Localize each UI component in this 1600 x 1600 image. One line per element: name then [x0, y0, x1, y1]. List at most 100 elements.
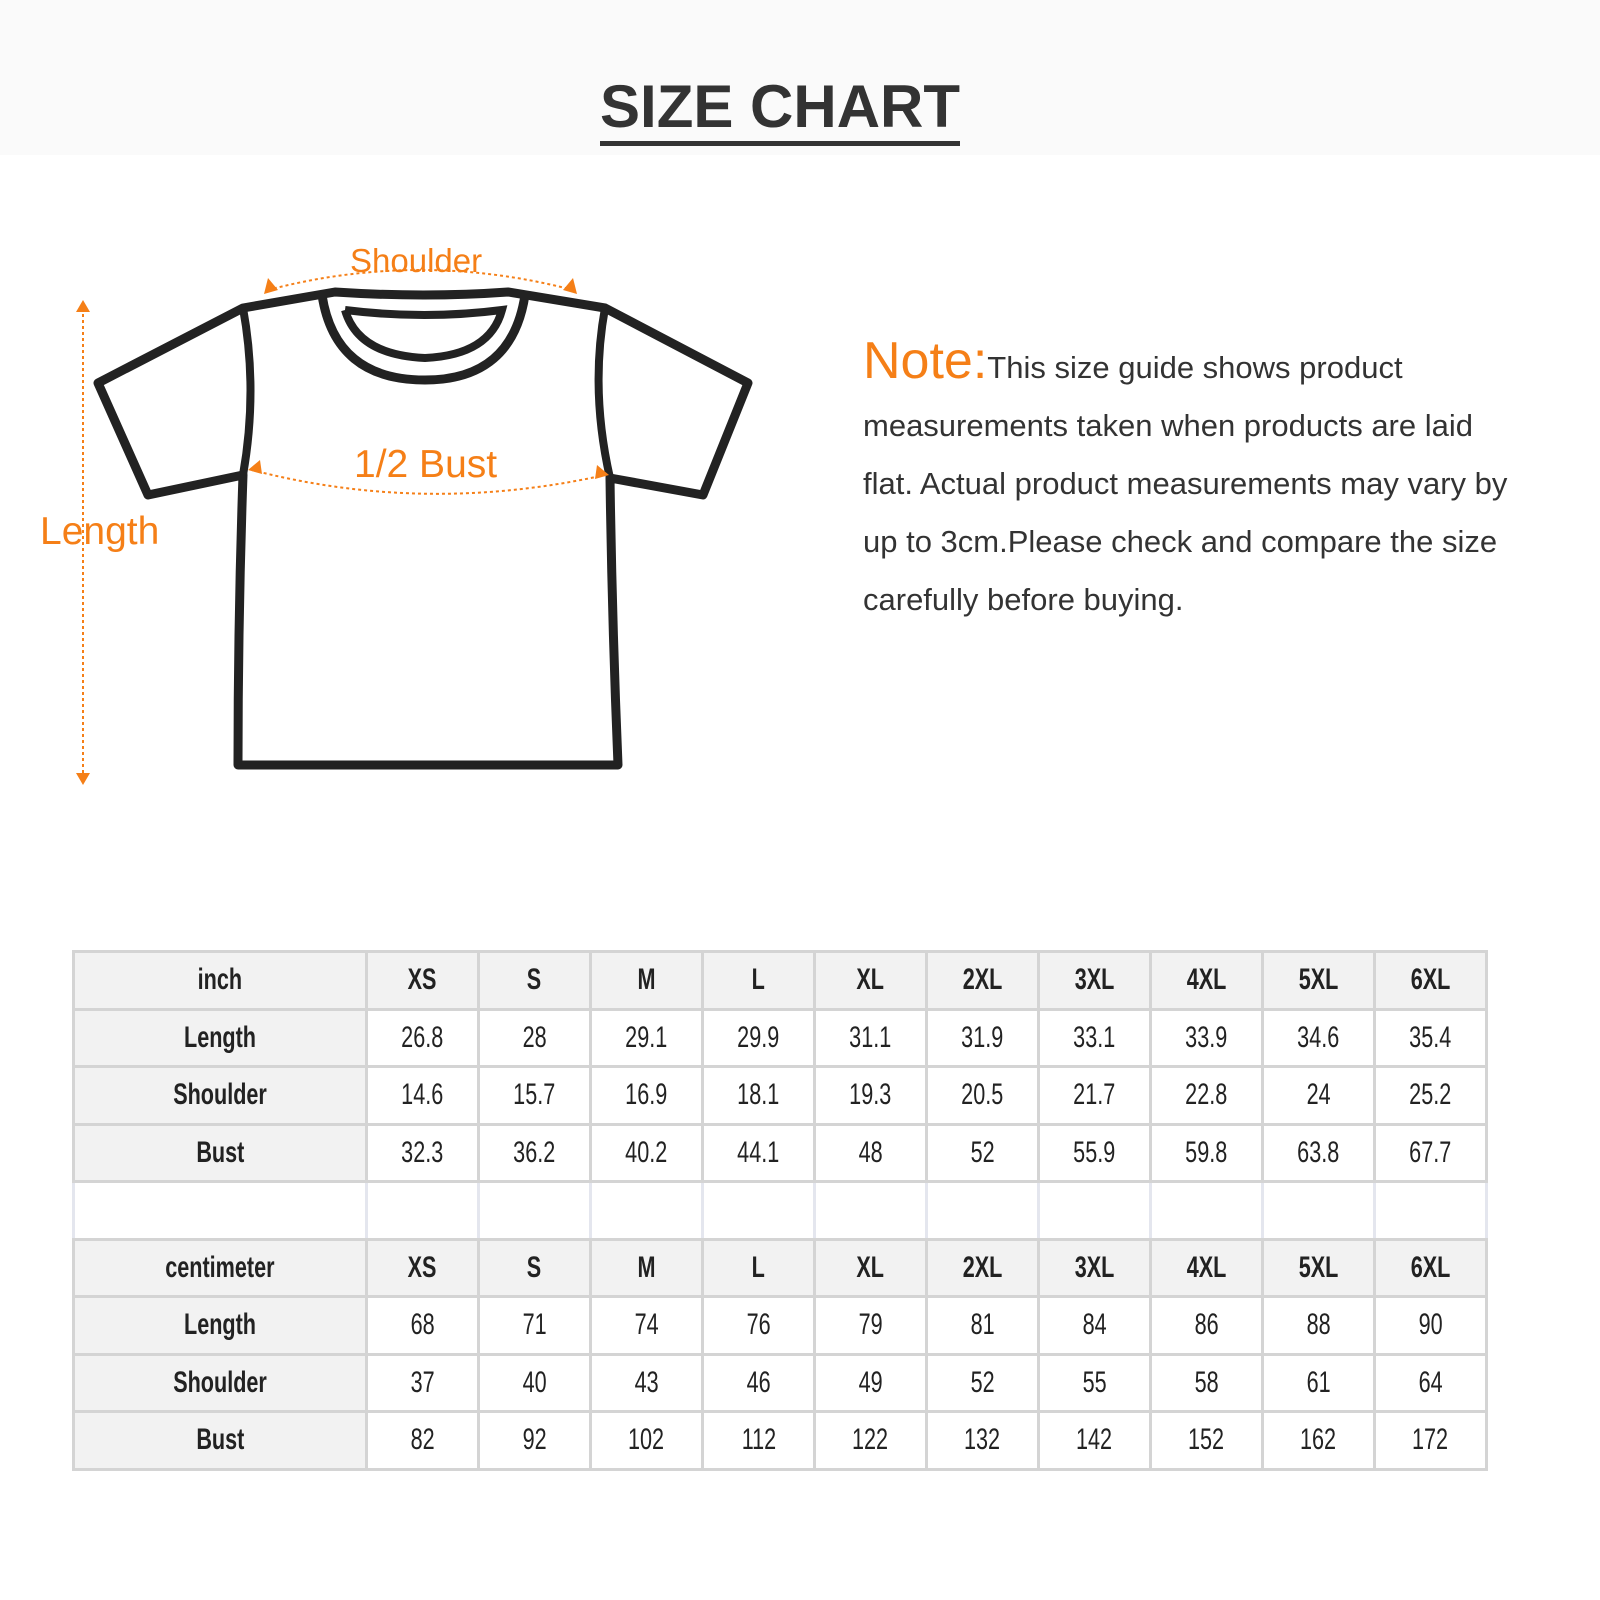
table-cell: 162 [1261, 1410, 1376, 1471]
empty-cell [1149, 1180, 1264, 1241]
bust-label: 1/2 Bust [354, 443, 498, 486]
size-header: 6XL [1373, 950, 1488, 1011]
length-label: Length [40, 510, 160, 553]
table-cell: 46 [701, 1352, 816, 1413]
table-cell: 152 [1149, 1410, 1264, 1471]
table-cell: 40.2 [589, 1122, 704, 1183]
table-cell: 40 [477, 1352, 592, 1413]
table-cell: 52 [925, 1122, 1040, 1183]
table-cell: 90 [1373, 1295, 1488, 1356]
tshirt-diagram [76, 269, 753, 785]
cm-header-row: centimeter XS S M L XL 2XL 3XL 4XL 5XL 6XL [72, 1237, 1488, 1298]
empty-cell [72, 1180, 368, 1241]
table-cell: 44.1 [701, 1122, 816, 1183]
size-header: M [589, 950, 704, 1011]
size-header: S [477, 1237, 592, 1298]
table-cell: 122 [813, 1410, 928, 1471]
title-band [0, 0, 1600, 155]
size-header: XL [813, 1237, 928, 1298]
table-cell: 26.8 [365, 1007, 480, 1068]
table-cell: 29.1 [589, 1007, 704, 1068]
table-cell: 68 [365, 1295, 480, 1356]
empty-cell [701, 1180, 816, 1241]
size-header: S [477, 950, 592, 1011]
table-cell: 19.3 [813, 1065, 928, 1126]
table-cell: 55.9 [1037, 1122, 1152, 1183]
table-cell: 20.5 [925, 1065, 1040, 1126]
table-cell: 15.7 [477, 1065, 592, 1126]
size-header: XL [813, 950, 928, 1011]
empty-cell [1261, 1180, 1376, 1241]
table-cell: 22.8 [1149, 1065, 1264, 1126]
table-cell: 18.1 [701, 1065, 816, 1126]
row-label: Length [72, 1295, 368, 1356]
empty-cell [1037, 1180, 1152, 1241]
table-cell: 35.4 [1373, 1007, 1488, 1068]
size-header: 2XL [925, 1237, 1040, 1298]
table-cell: 16.9 [589, 1065, 704, 1126]
table-cell: 63.8 [1261, 1122, 1376, 1183]
size-header: M [589, 1237, 704, 1298]
unit-header: inch [72, 950, 368, 1011]
size-header: XS [365, 1237, 480, 1298]
row-label: Length [72, 1007, 368, 1068]
row-label: Bust [72, 1122, 368, 1183]
table-cell: 58 [1149, 1352, 1264, 1413]
table-cell: 33.1 [1037, 1007, 1152, 1068]
table-cell: 33.9 [1149, 1007, 1264, 1068]
empty-cell [1373, 1180, 1488, 1241]
empty-cell [589, 1180, 704, 1241]
table-cell: 36.2 [477, 1122, 592, 1183]
size-header: XS [365, 950, 480, 1011]
table-cell: 76 [701, 1295, 816, 1356]
table-row: Shoulder 37 40 43 46 49 52 55 58 61 64 [72, 1352, 1488, 1413]
shoulder-label: Shoulder [350, 242, 483, 279]
table-cell: 24 [1261, 1065, 1376, 1126]
table-cell: 81 [925, 1295, 1040, 1356]
table-cell: 55 [1037, 1352, 1152, 1413]
table-cell: 67.7 [1373, 1122, 1488, 1183]
spacer-row [72, 1180, 1488, 1241]
unit-header: centimeter [72, 1237, 368, 1298]
size-header: 4XL [1149, 1237, 1264, 1298]
table-cell: 31.9 [925, 1007, 1040, 1068]
table-cell: 34.6 [1261, 1007, 1376, 1068]
table-cell: 21.7 [1037, 1065, 1152, 1126]
table-cell: 132 [925, 1410, 1040, 1471]
size-header: 5XL [1261, 950, 1376, 1011]
table-row: Shoulder 14.6 15.7 16.9 18.1 19.3 20.5 21.7 22.8… [72, 1065, 1488, 1126]
table-cell: 112 [701, 1410, 816, 1471]
bust-arrow [251, 469, 606, 495]
table-cell: 25.2 [1373, 1065, 1488, 1126]
size-header: L [701, 950, 816, 1011]
table-cell: 52 [925, 1352, 1040, 1413]
size-header: 2XL [925, 950, 1040, 1011]
table-cell: 14.6 [365, 1065, 480, 1126]
note-label: Note: [863, 332, 988, 390]
table-cell: 92 [477, 1410, 592, 1471]
table-cell: 88 [1261, 1295, 1376, 1356]
table-cell: 48 [813, 1122, 928, 1183]
note-body: This size guide shows product measuremen… [863, 350, 1508, 617]
table-cell: 142 [1037, 1410, 1152, 1471]
table-cell: 28 [477, 1007, 592, 1068]
table-cell: 172 [1373, 1410, 1488, 1471]
empty-cell [365, 1180, 480, 1241]
size-header: 4XL [1149, 950, 1264, 1011]
table-cell: 37 [365, 1352, 480, 1413]
empty-cell [477, 1180, 592, 1241]
table-cell: 64 [1373, 1352, 1488, 1413]
empty-cell [925, 1180, 1040, 1241]
table-row: Length 26.8 28 29.1 29.9 31.1 31.9 33.1 33.9 34.6… [72, 1007, 1488, 1068]
empty-cell [813, 1180, 928, 1241]
table-cell: 86 [1149, 1295, 1264, 1356]
table-cell: 71 [477, 1295, 592, 1356]
row-label: Shoulder [72, 1065, 368, 1126]
table-cell: 102 [589, 1410, 704, 1471]
tshirt-outline [93, 287, 753, 770]
row-label: Shoulder [72, 1352, 368, 1413]
table-cell: 79 [813, 1295, 928, 1356]
table-cell: 59.8 [1149, 1122, 1264, 1183]
table-row: Length 68 71 74 76 79 81 84 86 88 90 [72, 1295, 1488, 1356]
table-cell: 43 [589, 1352, 704, 1413]
